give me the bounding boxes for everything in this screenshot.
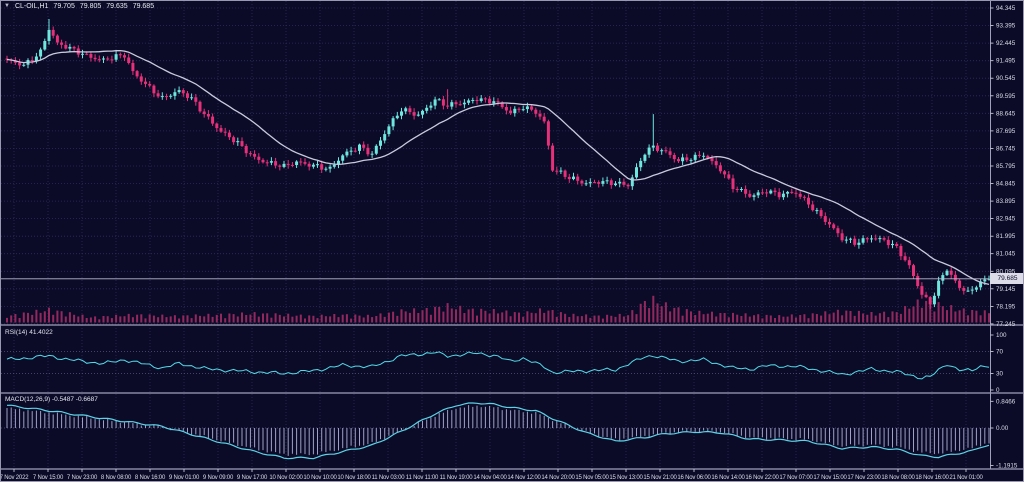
svg-text:10 Nov 10:00: 10 Nov 10:00 [303, 475, 337, 481]
svg-text:88.645: 88.645 [996, 110, 1016, 117]
svg-text:70: 70 [996, 349, 1004, 356]
ohlc-close: 79.685 [132, 3, 155, 10]
price-axis[interactable]: 94.345 93.395 92.445 91.495 90.545 89.595 88.6… [990, 5, 1018, 470]
svg-text:9 Nov 17:00: 9 Nov 17:00 [237, 475, 268, 481]
svg-text:15 Nov 21:00: 15 Nov 21:00 [643, 475, 677, 481]
svg-text:17 Nov 23:00: 17 Nov 23:00 [847, 475, 881, 481]
svg-text:11 Nov 19:00: 11 Nov 19:00 [440, 475, 474, 481]
svg-text:86.745: 86.745 [996, 145, 1016, 152]
svg-text:17 Nov 15:00: 17 Nov 15:00 [813, 475, 847, 481]
svg-text:77.245: 77.245 [996, 321, 1016, 328]
svg-text:15 Nov 05:00: 15 Nov 05:00 [575, 475, 609, 481]
svg-text:93.395: 93.395 [996, 23, 1016, 30]
svg-text:81.045: 81.045 [996, 251, 1016, 258]
rsi-indicator-label: RSI(14) 41.4022 [5, 329, 53, 336]
svg-text:18 Nov 16:00: 18 Nov 16:00 [915, 475, 949, 481]
symbol-timeframe: CL-OIL,H1 [14, 3, 49, 10]
svg-text:89.595: 89.595 [996, 93, 1016, 100]
chart-marker-icon: ▼ [4, 3, 10, 9]
svg-text:8 Nov 16:00: 8 Nov 16:00 [135, 475, 166, 481]
svg-text:10 Nov 18:00: 10 Nov 18:00 [337, 475, 371, 481]
svg-text:30: 30 [996, 371, 1004, 378]
svg-text:16 Nov 06:00: 16 Nov 06:00 [677, 475, 711, 481]
svg-text:14 Nov 04:00: 14 Nov 04:00 [473, 475, 507, 481]
ohlc-open: 79.705 [53, 3, 75, 10]
svg-text:17 Nov 07:00: 17 Nov 07:00 [779, 475, 813, 481]
panel-separators [1, 1, 1023, 470]
time-axis[interactable]: 7 Nov 2022 7 Nov 15:00 7 Nov 23:00 8 Nov 08… [1, 469, 984, 481]
current-price-tag: 79.685 [990, 273, 1023, 284]
svg-text:100: 100 [996, 332, 1007, 339]
svg-text:80.095: 80.095 [996, 268, 1016, 275]
svg-text:16 Nov 22:00: 16 Nov 22:00 [745, 475, 779, 481]
symbol-info-bar: ▼ CL-OIL,H1 79.705 79.805 79.635 79.685 [4, 3, 154, 10]
volume-histogram [6, 295, 990, 323]
svg-text:14 Nov 20:00: 14 Nov 20:00 [541, 475, 575, 481]
rsi-line [6, 351, 990, 380]
svg-text:21 Nov 01:00: 21 Nov 01:00 [949, 475, 983, 481]
svg-text:87.695: 87.695 [996, 128, 1016, 135]
svg-text:82.945: 82.945 [996, 216, 1016, 223]
svg-text:9 Nov 01:00: 9 Nov 01:00 [169, 475, 200, 481]
svg-text:-1.1915: -1.1915 [996, 463, 1018, 470]
svg-text:0.8466: 0.8466 [996, 398, 1016, 405]
svg-text:18 Nov 08:00: 18 Nov 08:00 [881, 475, 915, 481]
macd-signal-line [6, 402, 990, 460]
svg-text:10 Nov 02:00: 10 Nov 02:00 [269, 475, 303, 481]
svg-text:8 Nov 08:00: 8 Nov 08:00 [101, 475, 132, 481]
macd-indicator-label: MACD(12,26,9) -0.5487 -0.6687 [5, 396, 98, 403]
ma-line [6, 49, 990, 286]
ohlc-high: 79.805 [79, 3, 102, 10]
svg-text:11 Nov 03:00: 11 Nov 03:00 [372, 475, 406, 481]
svg-text:16 Nov 14:00: 16 Nov 14:00 [711, 475, 745, 481]
svg-text:91.495: 91.495 [996, 58, 1016, 65]
svg-text:83.895: 83.895 [996, 198, 1016, 205]
svg-text:0.00: 0.00 [996, 425, 1009, 432]
svg-text:92.445: 92.445 [996, 40, 1016, 47]
ohlc-low: 79.635 [106, 3, 128, 10]
svg-text:14 Nov 12:00: 14 Nov 12:00 [507, 475, 541, 481]
svg-text:79.145: 79.145 [996, 286, 1016, 293]
svg-text:11 Nov 11:00: 11 Nov 11:00 [406, 475, 439, 481]
svg-text:90.545: 90.545 [996, 75, 1016, 82]
svg-text:15 Nov 13:00: 15 Nov 13:00 [609, 475, 643, 481]
svg-text:81.995: 81.995 [996, 233, 1016, 240]
svg-text:94.345: 94.345 [996, 5, 1016, 12]
svg-text:7 Nov 2022: 7 Nov 2022 [1, 475, 29, 481]
svg-text:7 Nov 23:00: 7 Nov 23:00 [67, 475, 98, 481]
svg-text:7 Nov 15:00: 7 Nov 15:00 [33, 475, 64, 481]
svg-text:0: 0 [996, 387, 1000, 394]
svg-text:78.195: 78.195 [996, 303, 1016, 310]
svg-text:84.845: 84.845 [996, 181, 1016, 188]
candles-layer [5, 19, 991, 309]
svg-text:9 Nov 09:00: 9 Nov 09:00 [203, 475, 234, 481]
svg-text:85.795: 85.795 [996, 163, 1016, 170]
macd-histogram [6, 405, 990, 456]
